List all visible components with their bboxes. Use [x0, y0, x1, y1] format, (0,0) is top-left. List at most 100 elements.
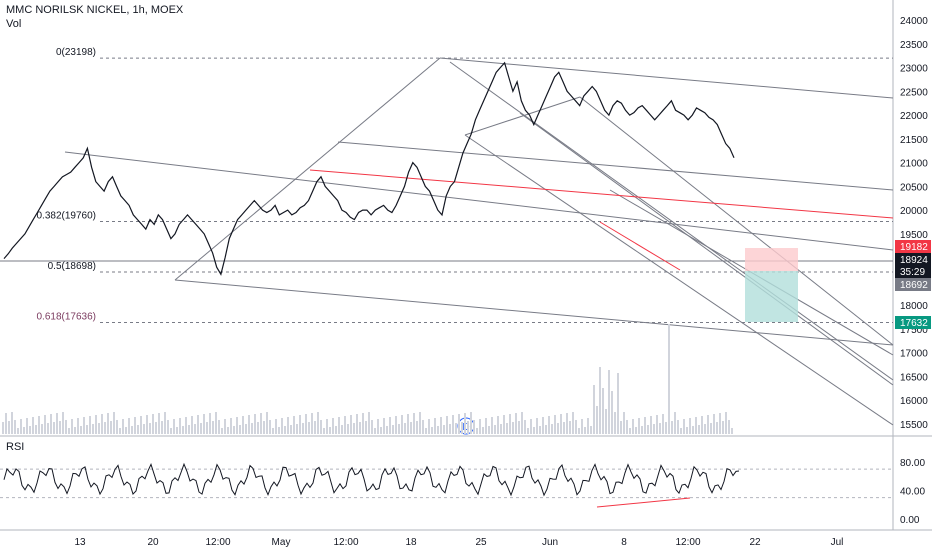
volume-bar: [659, 423, 661, 434]
volume-bar: [362, 413, 364, 434]
volume-bar: [464, 413, 466, 434]
volume-bar: [302, 423, 304, 434]
volume-bar: [377, 419, 379, 434]
volume-bar: [347, 424, 349, 434]
pitchfork-line: [174, 279, 894, 346]
drawing-layer: 0(23198) 0.382(19760) 0.5(18698) 0.618(1763…: [0, 47, 894, 435]
volume-bar: [182, 426, 184, 434]
volume-bar: [728, 420, 730, 434]
volume-bar: [530, 419, 532, 434]
volume-bar: [341, 425, 343, 434]
volume-bar: [599, 367, 601, 434]
volume-bar: [653, 424, 655, 434]
volume-bar: [56, 413, 58, 434]
volume-bar: [419, 412, 421, 434]
volume-bar: [428, 419, 430, 434]
x-tick-label: Jul: [831, 537, 844, 548]
y-tick-label: 19500: [900, 230, 928, 241]
volume-bar: [578, 428, 580, 434]
volume-bar: [323, 428, 325, 434]
volume-bar: [662, 414, 664, 434]
volume-bar: [635, 427, 637, 434]
volume-bar: [104, 422, 106, 434]
volume-bar: [329, 427, 331, 434]
volume-bar: [572, 412, 574, 434]
volume-bar: [275, 419, 277, 434]
volume-bar: [140, 416, 142, 434]
volume-bar: [512, 422, 514, 434]
volume-bar: [116, 420, 118, 434]
volume-bar: [692, 426, 694, 434]
volume-bar: [476, 428, 478, 434]
y-tick-label: 17000: [900, 349, 928, 360]
volume-bar: [473, 420, 475, 434]
volume-bar: [98, 423, 100, 434]
volume-bar: [491, 417, 493, 434]
volume-bar: [626, 420, 628, 434]
price-badge: [895, 278, 931, 291]
volume-bar: [83, 417, 85, 434]
volume-bar: [455, 423, 457, 434]
volume-bar: [392, 425, 394, 434]
volume-bar: [173, 419, 175, 434]
volume-bar: [677, 420, 679, 434]
volume-bar: [236, 417, 238, 434]
volume-bar: [614, 412, 616, 434]
pitchfork-line: [64, 151, 894, 251]
volume-bar: [314, 421, 316, 434]
x-tick-label: 13: [74, 537, 86, 548]
x-tick-label: Jun: [542, 537, 558, 548]
volume-bar: [356, 414, 358, 434]
volume-bar: [335, 426, 337, 434]
volume-bar: [305, 414, 307, 434]
x-tick-label: 25: [475, 537, 487, 548]
fib-level-label: 0.5(18698): [48, 261, 96, 272]
volume-bar: [14, 420, 16, 434]
volume-bar: [194, 424, 196, 434]
volume-bar: [413, 413, 415, 434]
volume-bar: [287, 417, 289, 434]
rsi-line: [3, 462, 740, 497]
volume-bar: [317, 412, 319, 434]
volume-bar: [152, 414, 154, 434]
volume-bar: [368, 412, 370, 434]
volume-bar: [263, 421, 265, 434]
volume-bar: [230, 418, 232, 434]
volume-bar: [254, 414, 256, 434]
volume-bar: [527, 428, 529, 434]
volume-bar: [260, 413, 262, 434]
volume-bar: [344, 416, 346, 434]
volume-bar: [566, 413, 568, 434]
volume-bar: [218, 420, 220, 434]
volume-bar: [683, 419, 685, 434]
volume-bar: [557, 423, 559, 434]
volume-bar: [110, 421, 112, 434]
volume-bar: [290, 425, 292, 434]
volume-bar: [245, 424, 247, 434]
x-tick-label: 20: [147, 537, 159, 548]
volume-bar: [620, 421, 622, 434]
volume-bar: [395, 416, 397, 434]
volume-bar: [332, 418, 334, 434]
volume-bar: [350, 415, 352, 434]
volume-bar: [188, 425, 190, 434]
volume-bar: [41, 424, 43, 434]
volume-bar: [113, 412, 115, 434]
volume-bar: [629, 428, 631, 434]
volume-bar: [494, 425, 496, 434]
volume-bar: [425, 428, 427, 434]
volume-bar: [431, 427, 433, 434]
volume-bar: [410, 422, 412, 434]
support-trendline: [599, 221, 681, 271]
volume-bar: [650, 416, 652, 434]
volume-bar: [299, 415, 301, 434]
volume-bar: [632, 419, 634, 434]
y-tick-label: 22500: [900, 87, 928, 98]
volume-bar: [50, 414, 52, 434]
volume-bar: [359, 422, 361, 434]
volume-bar: [227, 427, 229, 434]
volume-bar: [134, 417, 136, 434]
volume-bar: [710, 423, 712, 434]
